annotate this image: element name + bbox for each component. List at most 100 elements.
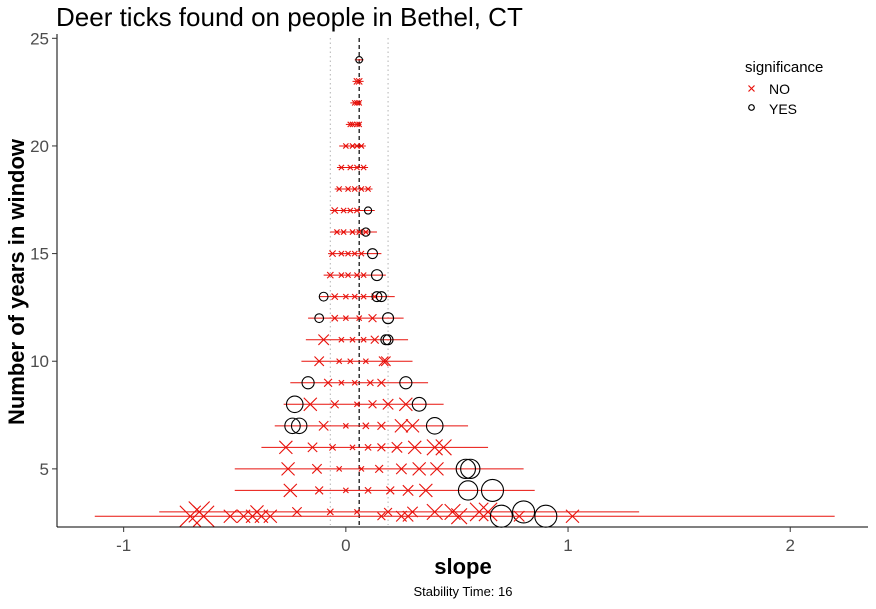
point-yes: [399, 376, 413, 390]
y-tick-label: 15: [30, 245, 49, 264]
point-no: [356, 315, 363, 322]
point-no: [349, 142, 356, 149]
point-no: [328, 250, 337, 258]
point-no: [358, 250, 365, 257]
legend-label-no: NO: [769, 81, 790, 97]
legend-label-yes: YES: [769, 101, 797, 117]
point-no: [385, 486, 395, 495]
point-no: [358, 186, 365, 193]
point-yes: [363, 206, 373, 215]
point-no: [353, 142, 360, 149]
point-no: [355, 77, 363, 85]
x-tick-label: -1: [116, 536, 131, 555]
x-tick-label: 2: [785, 536, 794, 555]
point-no: [395, 463, 408, 475]
point-no: [342, 142, 349, 149]
point-no: [323, 378, 333, 388]
point-no: [380, 356, 391, 367]
point-no: [303, 397, 318, 412]
point-no: [331, 293, 339, 301]
point-no: [338, 250, 345, 257]
point-yes: [318, 291, 329, 302]
point-no: [326, 508, 334, 516]
point-yes: [512, 500, 536, 524]
y-axis-title: Number of years in window: [4, 138, 29, 425]
point-no: [353, 121, 360, 128]
point-no: [356, 99, 363, 106]
point-no: [366, 379, 374, 387]
point-yes: [314, 313, 325, 324]
point-no: [314, 356, 325, 367]
y-tick-label: 25: [30, 29, 49, 48]
point-no: [435, 439, 452, 456]
point-no: [360, 293, 367, 300]
point-no: [353, 508, 360, 515]
x-tick-label: 1: [563, 536, 572, 555]
point-no: [353, 164, 360, 171]
point-yes: [455, 458, 477, 480]
point-no: [402, 510, 414, 522]
point-no: [360, 272, 367, 279]
point-no: [351, 379, 358, 386]
point-no: [311, 463, 323, 474]
point-no: [349, 121, 356, 128]
point-no: [358, 465, 365, 472]
point-no: [360, 164, 367, 171]
point-yes: [457, 480, 479, 501]
point-no: [418, 483, 433, 498]
legend-title: significance: [745, 59, 823, 76]
point-no: [374, 464, 384, 474]
point-yes: [361, 227, 371, 237]
point-yes: [375, 291, 387, 303]
point-no: [370, 335, 380, 345]
point-no: [336, 465, 343, 472]
point-no: [353, 401, 360, 408]
point-yes: [285, 395, 304, 414]
point-no: [345, 186, 352, 193]
point-no: [263, 509, 278, 524]
point-no: [328, 443, 337, 451]
y-tick-label: 20: [30, 137, 49, 156]
point-no: [340, 229, 347, 236]
point-no: [426, 439, 443, 456]
point-no: [342, 422, 349, 429]
point-yes: [371, 291, 383, 303]
point-no: [378, 356, 389, 367]
point-yes: [460, 458, 481, 480]
point-no: [405, 418, 420, 433]
point-no: [353, 77, 361, 85]
point-no: [398, 397, 413, 412]
point-no: [353, 207, 360, 214]
point-yes: [290, 417, 308, 435]
legend-entry-no: NO: [748, 81, 790, 97]
point-no: [377, 443, 386, 452]
caption: Stability Time: 16: [414, 584, 513, 599]
point-no: [394, 418, 409, 433]
point-no: [349, 444, 356, 451]
point-yes: [284, 417, 301, 435]
point-no: [365, 186, 372, 193]
legend-x-marker: [748, 85, 755, 92]
point-no: [412, 461, 427, 476]
point-no: [356, 229, 363, 236]
point-no: [336, 358, 343, 365]
point-no: [291, 506, 303, 518]
point-no: [351, 99, 358, 106]
point-no: [351, 250, 358, 257]
point-no: [342, 487, 349, 494]
point-yes: [367, 248, 379, 260]
point-no: [565, 509, 580, 524]
point-no: [333, 229, 340, 236]
point-no: [318, 334, 330, 346]
point-no: [347, 207, 354, 214]
point-no: [283, 483, 298, 498]
point-yes: [382, 312, 395, 325]
point-no: [360, 336, 367, 343]
point-no: [353, 272, 360, 279]
point-yes: [355, 55, 364, 64]
point-no: [364, 486, 372, 494]
point-no: [513, 510, 525, 522]
point-no: [351, 293, 358, 300]
point-no: [349, 336, 356, 343]
point-no: [347, 164, 354, 171]
